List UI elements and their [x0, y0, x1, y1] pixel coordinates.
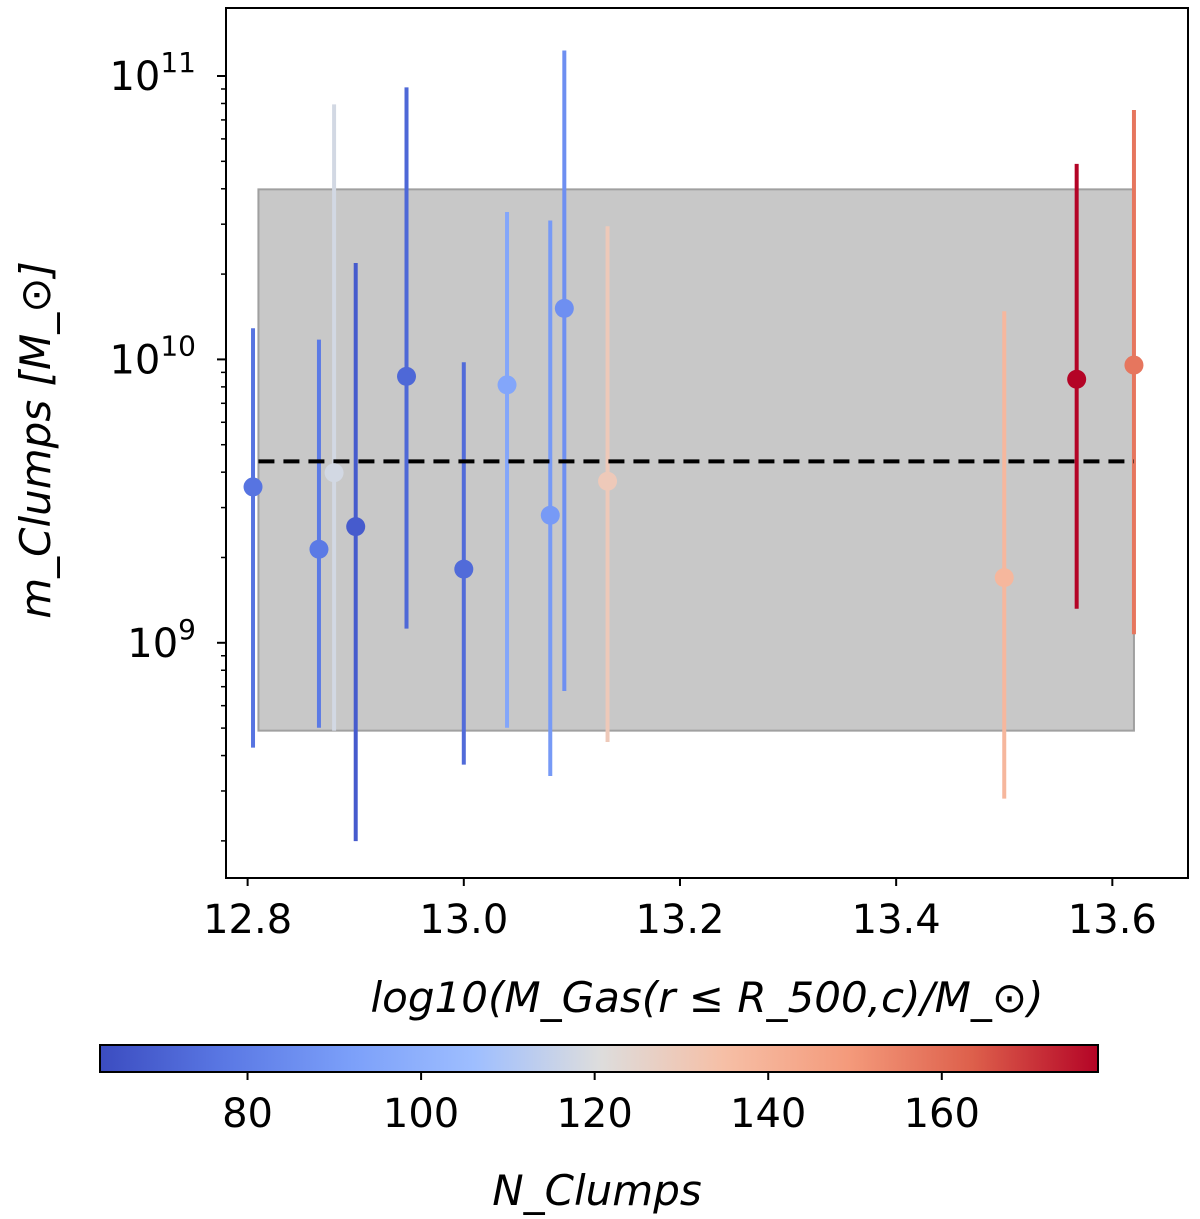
colorbar-tick-label: 120 [556, 1091, 632, 1137]
data-point [1124, 355, 1144, 375]
data-point [497, 375, 517, 395]
y-tick-label: 109 [127, 613, 196, 667]
data-point [554, 298, 574, 318]
plot-frame [225, 7, 1189, 879]
colorbar-tick-label: 160 [904, 1091, 980, 1137]
y-axis-label: m_Clumps [M_⊙] [11, 261, 60, 619]
colorbar-tick-label: 140 [730, 1091, 806, 1137]
x-tick-label: 13.4 [852, 897, 941, 943]
data-point [324, 463, 344, 483]
y-axis-ticks: 109 1010 1011 [109, 46, 226, 842]
data-point [1067, 369, 1087, 389]
x-tick-label: 13.0 [419, 897, 508, 943]
colorbar-ticks: 80 100 120 140 160 [222, 1072, 980, 1137]
colorbar-tick-label: 100 [383, 1091, 459, 1137]
data-point [994, 568, 1014, 588]
data-point [243, 477, 263, 497]
x-tick-label: 13.2 [635, 897, 724, 943]
colorbar-tick-label: 80 [222, 1091, 273, 1137]
data-point [346, 517, 366, 537]
data-marks [243, 50, 1144, 842]
data-point [397, 366, 417, 386]
colorbar-label: N_Clumps [492, 1166, 702, 1215]
y-tick-label: 1010 [109, 329, 196, 383]
data-point [540, 505, 560, 525]
colorbar [99, 1044, 1099, 1073]
x-axis-label: log10(M_Gas(r ≤ R_500,c)/M_⊙) [371, 973, 1044, 1022]
data-point [598, 471, 618, 491]
data-point [454, 559, 474, 579]
y-tick-label: 1011 [109, 46, 196, 100]
data-point [309, 539, 329, 559]
x-axis-ticks: 12.8 13.0 13.2 13.4 13.6 [203, 878, 1157, 943]
axes-frame [225, 7, 1189, 879]
x-tick-label: 12.8 [203, 897, 292, 943]
x-tick-label: 13.6 [1068, 897, 1157, 943]
